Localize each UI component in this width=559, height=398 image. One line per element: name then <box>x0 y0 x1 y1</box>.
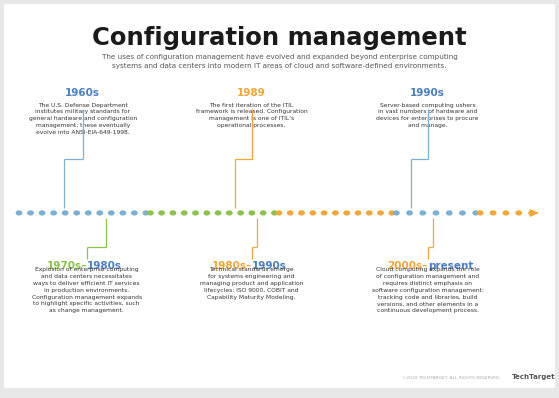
Text: The U.S. Defense Department
institutes military standards for
general hardware a: The U.S. Defense Department institutes m… <box>29 103 137 135</box>
Circle shape <box>394 211 399 215</box>
Circle shape <box>378 211 383 215</box>
Circle shape <box>310 211 315 215</box>
Circle shape <box>108 211 114 215</box>
Circle shape <box>28 211 33 215</box>
Circle shape <box>182 211 187 215</box>
Circle shape <box>215 211 221 215</box>
Circle shape <box>299 211 304 215</box>
Text: TechTarget: TechTarget <box>511 374 555 380</box>
Circle shape <box>407 211 412 215</box>
Circle shape <box>356 211 361 215</box>
Circle shape <box>433 211 439 215</box>
Circle shape <box>420 211 425 215</box>
Circle shape <box>367 211 372 215</box>
Circle shape <box>193 211 198 215</box>
Circle shape <box>132 211 137 215</box>
Text: 1960s: 1960s <box>65 88 100 98</box>
Circle shape <box>226 211 232 215</box>
Circle shape <box>238 211 243 215</box>
Circle shape <box>51 211 56 215</box>
Text: 1989: 1989 <box>237 88 266 98</box>
Circle shape <box>159 211 164 215</box>
Circle shape <box>287 211 293 215</box>
Circle shape <box>490 211 496 215</box>
Circle shape <box>503 211 509 215</box>
Circle shape <box>460 211 465 215</box>
Circle shape <box>74 211 79 215</box>
Text: The first iteration of the ITIL
framework is released. Configuration
management : The first iteration of the ITIL framewor… <box>196 103 307 128</box>
Circle shape <box>344 211 349 215</box>
Text: 1970s–: 1970s– <box>46 261 87 271</box>
Circle shape <box>321 211 327 215</box>
Circle shape <box>204 211 210 215</box>
Circle shape <box>477 211 483 215</box>
Circle shape <box>276 211 282 215</box>
Text: 1980s–: 1980s– <box>211 261 252 271</box>
Text: Explosion of enterprise computing
and data centers necessitates
ways to deliver : Explosion of enterprise computing and da… <box>31 267 142 313</box>
Text: 1990s: 1990s <box>410 88 445 98</box>
Circle shape <box>86 211 91 215</box>
Circle shape <box>97 211 102 215</box>
Circle shape <box>39 211 45 215</box>
Circle shape <box>143 211 149 215</box>
Text: Configuration management: Configuration management <box>92 26 467 50</box>
Circle shape <box>516 211 522 215</box>
Text: 2000s–: 2000s– <box>387 261 428 271</box>
Circle shape <box>170 211 176 215</box>
Text: 1990s: 1990s <box>252 261 286 271</box>
Circle shape <box>63 211 68 215</box>
Text: 1980s: 1980s <box>87 261 122 271</box>
Circle shape <box>260 211 266 215</box>
Text: ©2020 TECHTARGET. ALL RIGHTS RESERVED: ©2020 TECHTARGET. ALL RIGHTS RESERVED <box>402 376 500 380</box>
Text: The uses of configuration management have evolved and expanded beyond enterprise: The uses of configuration management hav… <box>102 55 457 69</box>
Text: Cloud computing expands the role
of configuration management and
requires distin: Cloud computing expands the role of conf… <box>372 267 484 313</box>
Circle shape <box>249 211 254 215</box>
Circle shape <box>333 211 338 215</box>
Circle shape <box>473 211 479 215</box>
Circle shape <box>272 211 277 215</box>
Circle shape <box>389 211 395 215</box>
Circle shape <box>148 211 153 215</box>
Circle shape <box>529 211 534 215</box>
Text: Server-based computing ushers
in vast numbers of hardware and
devices for enterp: Server-based computing ushers in vast nu… <box>376 103 479 128</box>
Circle shape <box>16 211 22 215</box>
Text: present: present <box>428 261 473 271</box>
Circle shape <box>120 211 126 215</box>
Text: Technical standards emerge
for systems engineering and
managing product and appl: Technical standards emerge for systems e… <box>200 267 304 300</box>
Circle shape <box>447 211 452 215</box>
